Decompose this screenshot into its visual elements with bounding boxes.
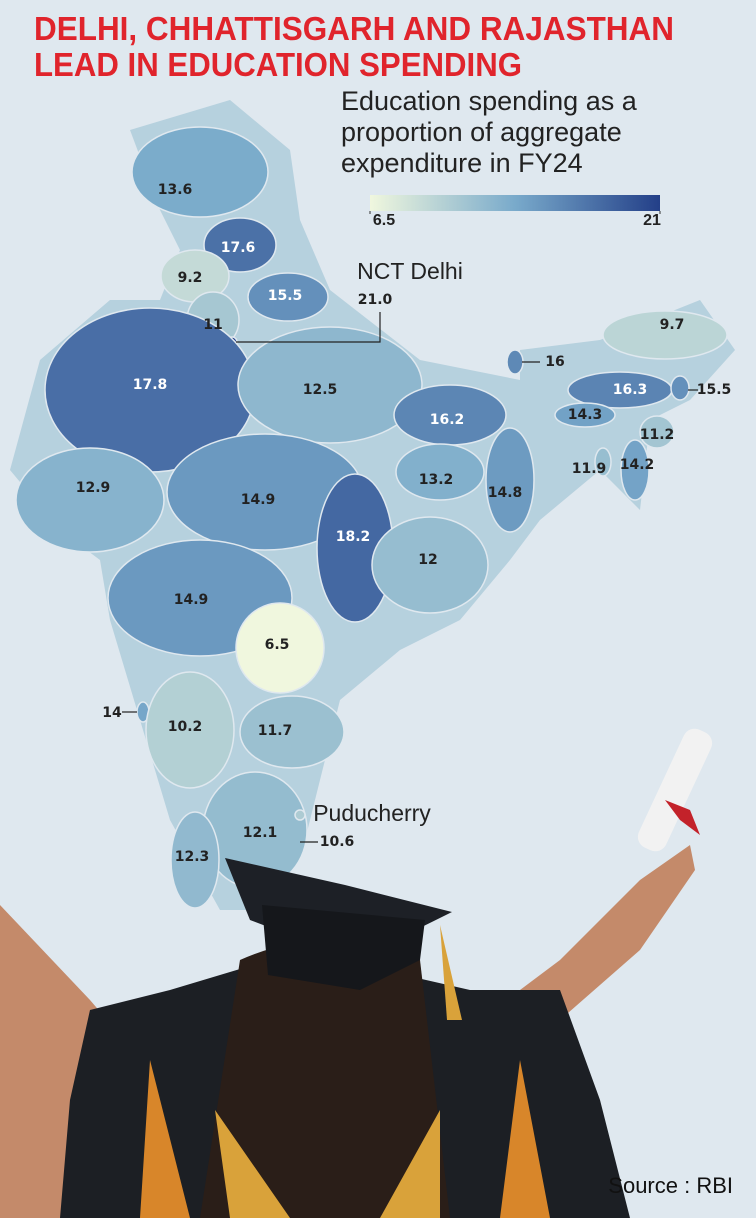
value-label: 12 [418,552,437,568]
value-label: 9.7 [660,317,685,333]
value-label: 11.2 [640,427,675,443]
photo [0,728,756,1218]
region [639,415,675,449]
region [485,427,535,533]
value-label: 21.0 [358,292,393,308]
region-name: Puducherry [313,800,431,826]
region [15,447,165,553]
title-line: DELHI, CHHATTISGARH AND RAJASTHAN [34,10,674,47]
region [247,272,329,322]
value-label: 18.2 [336,529,371,545]
value-label: 10.6 [320,834,355,850]
value-label: 11.9 [572,461,607,477]
colorbar [370,195,660,211]
value-label: 11.7 [258,723,293,739]
region [371,516,489,614]
region [203,217,277,273]
value-label: 14.3 [568,407,603,423]
value-label: 15.5 [268,288,303,304]
value-label: 10.2 [168,719,203,735]
value-label: 9.2 [178,270,203,286]
region [239,695,345,769]
value-label: 16.2 [430,412,465,428]
leader-line [236,312,381,343]
subtitle-line: Education spending as a [341,86,638,116]
title-line: LEAD IN EDUCATION SPENDING [34,46,522,83]
value-label: 13.6 [158,182,193,198]
region [554,402,616,428]
region-name: NCT Delhi [357,258,463,284]
value-label: 14 [102,705,122,721]
source: Source : RBI [608,1173,733,1198]
region [131,126,269,218]
subtitle-line: expenditure in FY24 [341,148,583,178]
value-label: 14.9 [241,492,276,508]
region [602,310,728,360]
region [670,375,690,401]
value-label: 15.5 [697,382,732,398]
region [620,439,650,501]
region [294,809,306,821]
value-label: 12.1 [243,825,278,841]
value-label: 12.5 [303,382,338,398]
value-label: 12.3 [175,849,210,865]
value-label: 16.3 [613,382,648,398]
region [594,447,612,477]
value-label: 14.2 [620,457,655,473]
region [145,671,235,789]
value-label: 17.6 [221,240,256,256]
map [10,100,735,910]
region [237,326,423,444]
value-label: 6.5 [265,637,290,653]
value-label: 11 [203,317,222,333]
value-label: 13.2 [419,472,454,488]
colorbar-tick-label: 21 [643,212,661,229]
value-label: 16 [545,354,564,370]
region [506,349,524,375]
region [235,602,325,694]
colorbar-tick-label: 6.5 [373,212,395,229]
value-label: 12.9 [76,480,111,496]
region [395,443,485,501]
value-label: 14.8 [488,485,523,501]
value-label: 14.9 [174,592,209,608]
value-label: 17.8 [133,377,168,393]
region [170,811,220,909]
subtitle-line: proportion of aggregate [341,117,622,147]
